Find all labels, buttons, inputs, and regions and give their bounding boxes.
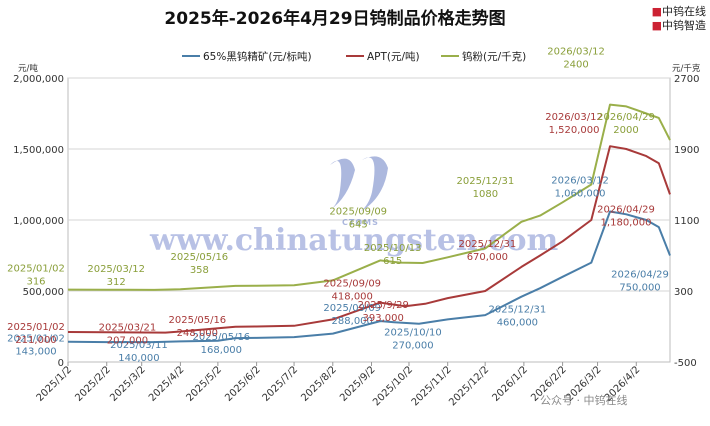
- annotation-value: 418,000: [332, 292, 373, 303]
- annotation-date: 2025/01/02: [7, 322, 65, 333]
- left-axis-unit: 元/吨: [18, 63, 38, 74]
- annotation-date: 2025/12/31: [459, 239, 517, 250]
- brand-1-text: 中钨在线: [662, 5, 706, 18]
- annotation-value: 670,000: [467, 252, 508, 263]
- annotation-date: 2025/09/09: [323, 279, 381, 290]
- x-tick-label: 2025/4/2: [147, 364, 187, 404]
- legend: 65%黑钨精矿(元/标吨) APT(元/吨) 钨粉(元/千克): [182, 50, 526, 63]
- left-tick-label: 500,000: [23, 287, 64, 298]
- annotation-value: 615: [383, 256, 402, 267]
- series-line-concentrate: [67, 210, 671, 344]
- annotation-date: 2025/03/11: [110, 340, 168, 351]
- annotation-date: 2025/09/09: [323, 303, 381, 314]
- annotation-value: 140,000: [118, 353, 159, 364]
- x-tick-label: 2025/6/2: [223, 364, 263, 404]
- annotation-value: 168,000: [201, 345, 242, 356]
- x-tick-label: 2025/8/2: [299, 364, 339, 404]
- grid-lines: [68, 77, 670, 292]
- annotation-date: 2025/05/16: [193, 332, 251, 343]
- brand-2-icon: ■: [651, 19, 662, 32]
- x-tick-label: 2025/2/2: [73, 364, 113, 404]
- annotation-value: 270,000: [392, 341, 433, 352]
- series-line-powder: [67, 103, 671, 291]
- x-tick-label: 2025/7/2: [261, 364, 301, 404]
- legend-label-concentrate: 65%黑钨精矿(元/标吨): [203, 50, 312, 63]
- annotation-value: 312: [107, 277, 126, 288]
- right-tick-label: 1100: [674, 216, 699, 227]
- annotation-date: 2025/01/02: [7, 334, 65, 345]
- right-tick-label: 2700: [674, 74, 699, 85]
- x-tick-label: 2025/5/2: [184, 364, 224, 404]
- annotation-value: 645: [349, 219, 368, 230]
- annotation-date: 2025/05/16: [169, 315, 227, 326]
- chart-title: 2025年-2026年4月29日钨制品价格走势图: [164, 8, 505, 29]
- annotation-date: 2025/12/31: [489, 305, 547, 316]
- annotation-value: 2400: [563, 60, 588, 71]
- left-tick-label: 1,000,000: [13, 216, 64, 227]
- legend-label-apt: APT(元/吨): [367, 50, 420, 63]
- annotation-value: 1080: [473, 189, 498, 200]
- annotation-date: 2025/01/02: [7, 264, 65, 275]
- right-tick-label: 1900: [674, 145, 699, 156]
- x-tick-label: 2025/12/2: [447, 364, 491, 408]
- annotation-date: 2026/03/12: [547, 47, 605, 58]
- annotation-date: 2026/04/29: [597, 204, 655, 215]
- annotation-date: 2025/03/12: [87, 264, 145, 275]
- annotation-value: 1,180,000: [601, 217, 652, 228]
- annotation-value: 393,000: [363, 313, 404, 324]
- annotation-date: 2026/04/29: [611, 270, 669, 281]
- annotation-value: 1,060,000: [555, 188, 606, 199]
- right-tick-label: -500: [674, 358, 697, 369]
- brand-label-2: ■中钨智造: [652, 20, 706, 32]
- left-tick-label: 0: [58, 358, 64, 369]
- brand-2-text: 中钨智造: [662, 19, 706, 32]
- annotation-date: 2025/03/21: [99, 323, 157, 334]
- watermark-logo-mark: [330, 158, 355, 210]
- annotation-date: 2025/10/13: [364, 243, 422, 254]
- annotation-date: 2026/04/29: [597, 112, 655, 123]
- annotation-date: 2026/03/12: [545, 112, 603, 123]
- annotation-value: 316: [26, 277, 45, 288]
- data-labels: 2025/01/02 143,000 2025/03/11 140,000 2025/0…: [7, 47, 669, 364]
- x-tick-label: 2026/1/2: [490, 364, 530, 404]
- annotation-value: 1,520,000: [549, 125, 600, 136]
- annotation-value: 143,000: [15, 347, 56, 358]
- annotation-value: 248,000: [177, 328, 218, 339]
- x-tick-label: 2025/9/2: [338, 364, 378, 404]
- watermark: CTOMS www.chinatungsten.com: [149, 156, 558, 258]
- left-tick-label: 1,500,000: [13, 145, 64, 156]
- annotation-value: 2000: [613, 125, 638, 136]
- annotation-value: 288,000: [332, 316, 373, 327]
- x-tick-label: 2025/1/2: [35, 364, 75, 404]
- annotation-date: 2025/10/10: [384, 328, 442, 339]
- left-tick-label: 2,000,000: [13, 74, 64, 85]
- footer-watermark: 公众号 · 中钨在线: [540, 393, 628, 407]
- brand-label-1: ■中钨在线: [652, 6, 706, 18]
- series-line-apt: [67, 145, 671, 334]
- right-tick-label: 300: [674, 287, 693, 298]
- watermark-logo-text: CTOMS: [342, 218, 379, 227]
- brand-1-icon: ■: [651, 5, 662, 18]
- series-lines: [67, 103, 671, 344]
- annotation-value: 211,000: [15, 335, 56, 346]
- watermark-url: www.chinatungsten.com: [149, 223, 558, 258]
- annotation-value: 460,000: [497, 318, 538, 329]
- annotation-date: 2025/05/16: [171, 252, 229, 263]
- watermark-logo-mark-2: [360, 156, 388, 212]
- annotation-value: 207,000: [107, 336, 148, 347]
- legend-label-powder: 钨粉(元/千克): [462, 50, 526, 63]
- annotation-date: 2025/12/31: [457, 176, 515, 187]
- annotation-date: 2025/9/29: [358, 300, 409, 311]
- left-axis-ticks: 0 500,000 1,000,000 1,500,000 2,000,000: [13, 74, 64, 369]
- right-axis-ticks: -500 300 1100 1900 2700: [674, 74, 699, 369]
- x-tick-label: 2025/3/2: [108, 364, 148, 404]
- right-axis-unit: 元/千克: [672, 63, 701, 74]
- annotation-date: 2026/03/12: [551, 175, 609, 186]
- annotation-value: 750,000: [619, 283, 660, 294]
- x-tick-label: 2025/10/2: [371, 364, 415, 408]
- annotation-date: 2025/09/09: [329, 206, 387, 217]
- annotation-value: 358: [190, 265, 209, 276]
